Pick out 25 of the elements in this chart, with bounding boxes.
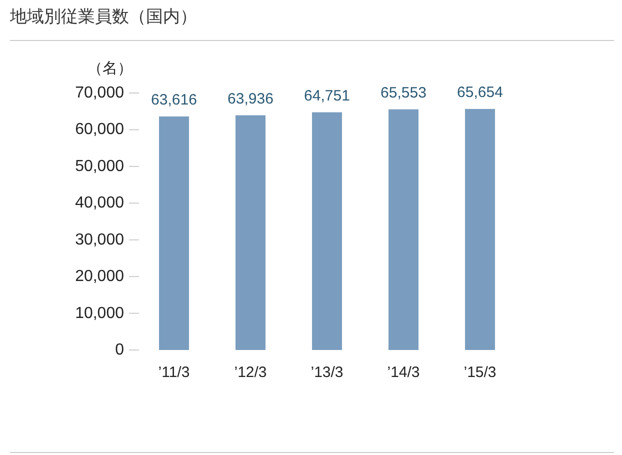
x-tick-label: ’14/3 [387,364,420,381]
chart-title: 地域別従業員数（国内） [9,7,197,26]
y-tick-label: 20,000 [75,268,124,286]
y-tick-label: 50,000 [75,158,124,175]
x-tick-label: ’13/3 [310,364,344,381]
bar [388,109,418,350]
y-tick-label: 0 [115,342,124,358]
y-tick-label: 30,000 [75,231,124,248]
y-tick-label: 10,000 [75,304,124,322]
bar [312,112,342,350]
bar [159,116,189,350]
bar [236,115,266,350]
x-tick-label: ’11/3 [158,364,190,381]
y-tick-label: 70,000 [75,84,124,102]
bar [465,108,495,350]
y-axis-title: （名） [88,60,132,77]
data-label: 65,654 [457,84,503,101]
y-tick-label: 40,000 [75,194,124,212]
data-label: 65,553 [380,84,426,102]
data-label: 63,616 [151,91,197,108]
x-tick-label: ’15/3 [464,364,496,381]
data-label: 64,751 [304,87,350,104]
y-tick-label: 60,000 [75,121,124,138]
data-label: 63,936 [228,90,274,108]
x-tick-label: ’12/3 [234,364,267,381]
